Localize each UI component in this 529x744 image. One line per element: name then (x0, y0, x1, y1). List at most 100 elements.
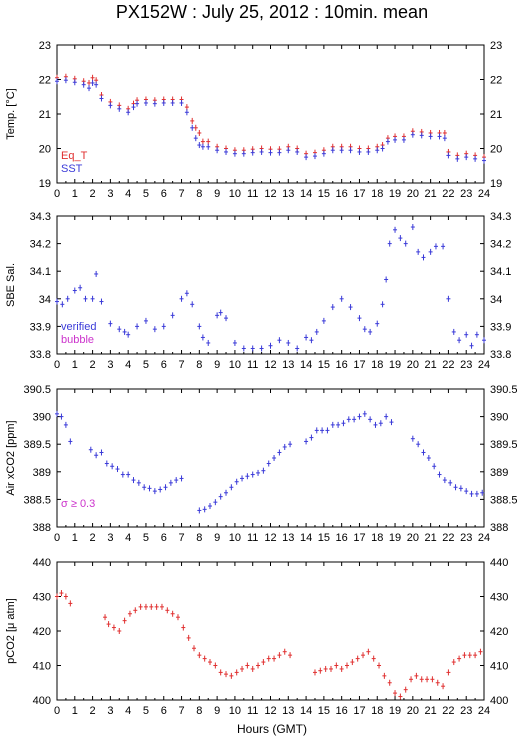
data-point (87, 85, 92, 92)
data-point (377, 662, 382, 669)
data-point (288, 441, 293, 448)
data-point (245, 473, 250, 480)
data-point (190, 117, 195, 124)
data-point (120, 471, 125, 478)
x-tick-label: 14 (300, 532, 312, 544)
data-point (410, 435, 415, 442)
legend-entry: verified (61, 321, 96, 333)
data-point (309, 434, 314, 441)
x-tick-label: 16 (336, 532, 348, 544)
y-tick-label-right: 23 (490, 40, 502, 52)
data-point (170, 312, 175, 319)
data-point (277, 652, 282, 659)
x-tick-label: 12 (264, 188, 276, 200)
data-point (398, 693, 403, 700)
x-tick-label: 7 (178, 532, 184, 544)
data-point (154, 603, 159, 610)
data-point (419, 132, 424, 139)
x-tick-label: 7 (178, 705, 184, 717)
data-point (464, 488, 469, 495)
y-tick-label-right: 420 (490, 626, 508, 638)
data-point (277, 149, 282, 156)
data-point (218, 669, 223, 676)
data-point (63, 421, 68, 428)
data-point (202, 655, 207, 662)
data-point (206, 143, 211, 150)
y-tick-label-left: 34.1 (30, 266, 51, 278)
y-tick-label-right: 33.9 (490, 321, 511, 333)
data-point (60, 301, 65, 308)
data-point (288, 652, 293, 659)
x-tick-label: 1 (72, 359, 78, 371)
x-tick-label: 2 (90, 705, 96, 717)
y-tick-label-left: 34.3 (30, 211, 51, 223)
y-tick-label-right: 410 (490, 661, 508, 673)
data-point (480, 489, 485, 496)
x-tick-label: 10 (229, 359, 241, 371)
data-point (437, 471, 442, 478)
data-point (55, 78, 59, 85)
data-point (126, 331, 131, 338)
data-point (68, 438, 73, 445)
data-point (320, 427, 325, 434)
data-point (393, 136, 398, 143)
data-point (282, 648, 287, 655)
data-point (259, 148, 264, 155)
data-point (474, 331, 479, 338)
data-point (328, 665, 333, 672)
y-tick-label-right: 20 (490, 144, 502, 156)
data-point (152, 100, 157, 107)
data-point (323, 665, 328, 672)
data-point (72, 287, 77, 294)
x-tick-label: 21 (425, 359, 437, 371)
data-point (473, 155, 478, 162)
data-point (469, 342, 474, 349)
x-tick-label: 8 (196, 705, 202, 717)
data-point (256, 469, 261, 476)
data-point (197, 129, 202, 136)
y-axis-label: SBE Sal. (5, 263, 17, 307)
data-point (362, 410, 367, 417)
data-point (138, 603, 143, 610)
x-tick-label: 19 (389, 188, 401, 200)
data-point (348, 304, 353, 311)
x-tick-label: 18 (371, 705, 383, 717)
x-tick-label: 17 (353, 532, 365, 544)
y-tick-label-left: 430 (33, 592, 51, 604)
data-point (127, 610, 132, 617)
data-point (368, 328, 373, 335)
x-tick-label: 16 (336, 359, 348, 371)
data-point (330, 421, 335, 428)
data-point (437, 133, 442, 140)
data-point (90, 295, 95, 302)
x-tick-label: 12 (264, 359, 276, 371)
y-tick-label-left: 388.5 (23, 494, 51, 506)
data-point (159, 603, 164, 610)
y-tick-label-right: 21 (490, 109, 502, 121)
data-point (234, 478, 239, 485)
x-tick-label: 1 (72, 705, 78, 717)
y-tick-label-left: 389.5 (23, 439, 51, 451)
data-point (441, 243, 446, 250)
data-point (224, 671, 229, 678)
x-tick-label: 15 (318, 532, 330, 544)
x-tick-label: 20 (407, 532, 419, 544)
y-tick-label-right: 390.5 (490, 384, 518, 396)
y-tick-label-left: 19 (39, 178, 51, 190)
data-point (312, 669, 317, 676)
x-tick-label: 21 (425, 532, 437, 544)
data-point (362, 326, 367, 333)
data-point (224, 148, 229, 155)
x-tick-label: 20 (407, 705, 419, 717)
x-tick-label: 4 (125, 188, 131, 200)
data-point (339, 665, 344, 672)
data-point (170, 99, 175, 106)
data-point (357, 315, 362, 322)
data-point (117, 105, 122, 112)
data-point (448, 479, 453, 486)
x-tick-label: 15 (318, 188, 330, 200)
data-point (88, 446, 93, 453)
data-point (206, 339, 211, 346)
x-tick-label: 9 (214, 705, 220, 717)
